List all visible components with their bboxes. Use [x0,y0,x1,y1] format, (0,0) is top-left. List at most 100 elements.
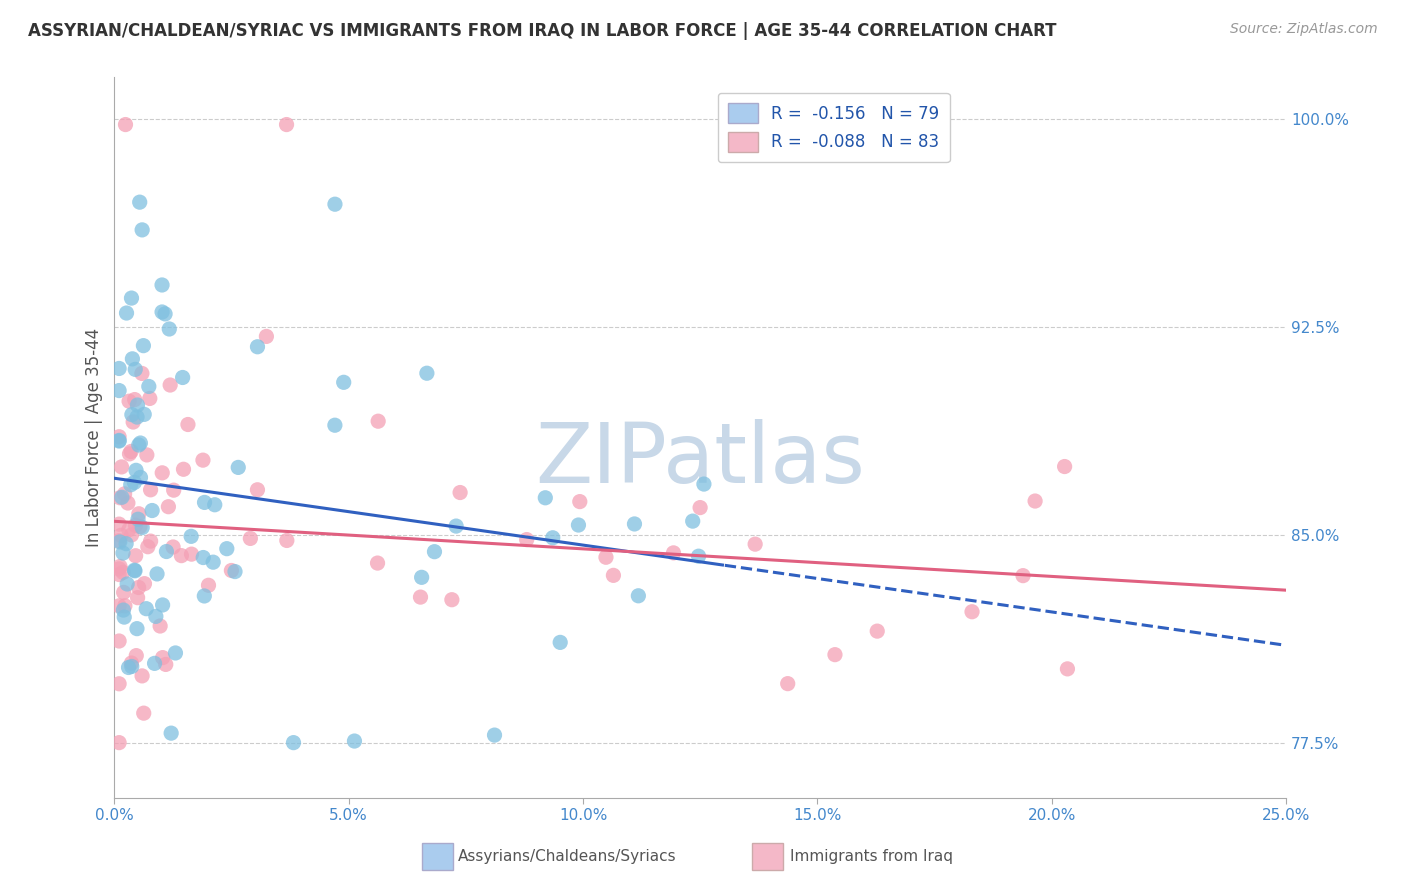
Point [112,585,135,599]
Point [132,706,155,721]
Point [152,598,174,612]
Point [159,378,181,392]
Point [108,361,131,376]
Point [114,599,136,613]
Point [143,657,166,671]
Point [117,660,139,674]
Point [221,564,243,578]
Point [440,592,463,607]
Point [118,394,141,409]
Point [131,520,153,534]
Point [125,648,148,663]
Point [108,559,131,574]
Point [108,562,131,576]
Point [115,536,138,550]
Point [162,540,184,554]
Text: ASSYRIAN/CHALDEAN/SYRIAC VS IMMIGRANTS FROM IRAQ IN LABOR FORCE | AGE 35-44 CORR: ASSYRIAN/CHALDEAN/SYRIAC VS IMMIGRANTS F… [28,22,1057,40]
Point [125,410,148,425]
Point [688,549,710,564]
Point [239,532,262,546]
Point [127,512,149,526]
Point [124,563,146,577]
Point [125,463,148,477]
Point [136,540,159,554]
Point [121,291,143,305]
Point [114,118,136,132]
Point [226,460,249,475]
Point [177,417,200,432]
Point [323,418,346,433]
Point [193,589,215,603]
Point [108,533,131,548]
Point [254,329,277,343]
Point [276,533,298,548]
Point [127,398,149,412]
Point [627,589,650,603]
Point [1053,459,1076,474]
Point [163,483,186,498]
Legend: R =  -0.156   N = 79, R =  -0.088   N = 83: R = -0.156 N = 79, R = -0.088 N = 83 [718,93,949,162]
Point [128,195,150,210]
Point [193,550,215,565]
Point [323,197,346,211]
Point [568,494,591,508]
Point [409,590,432,604]
Point [343,734,366,748]
Point [155,657,177,672]
Point [108,430,131,444]
Point [541,531,564,545]
Y-axis label: In Labor Force | Age 35-44: In Labor Force | Age 35-44 [86,328,103,548]
Point [124,518,146,533]
Point [139,392,162,406]
Point [141,503,163,517]
Point [110,459,132,474]
Point [283,736,305,750]
Point [866,624,889,639]
Point [423,544,446,558]
Point [124,362,146,376]
Point [108,434,131,448]
Point [134,576,156,591]
Point [108,535,131,549]
Point [215,541,238,556]
Point [128,507,150,521]
Point [623,516,645,531]
Text: Immigrants from Iraq: Immigrants from Iraq [790,849,953,863]
Text: Assyrians/Chaldeans/Syriacs: Assyrians/Chaldeans/Syriacs [458,849,676,863]
Point [411,570,433,584]
Point [1056,662,1078,676]
Point [127,591,149,605]
Point [131,669,153,683]
Point [157,322,180,336]
Point [121,351,143,366]
Point [124,475,146,490]
Point [139,534,162,549]
Point [160,726,183,740]
Point [416,366,439,380]
Point [120,444,142,458]
Point [157,500,180,514]
Point [121,659,143,673]
Point [124,549,146,563]
Point [149,619,172,633]
Point [132,338,155,352]
Point [114,487,136,501]
Point [112,603,135,617]
Point [108,567,131,582]
Point [170,549,193,563]
Point [202,555,225,569]
Point [689,500,711,515]
Point [197,578,219,592]
Point [180,529,202,543]
Point [744,537,766,551]
Point [548,635,571,649]
Point [108,384,131,398]
Point [128,581,150,595]
Point [444,519,467,533]
Point [129,436,152,450]
Point [131,223,153,237]
Point [108,434,131,448]
Point [145,609,167,624]
Point [662,546,685,560]
Point [180,547,202,561]
